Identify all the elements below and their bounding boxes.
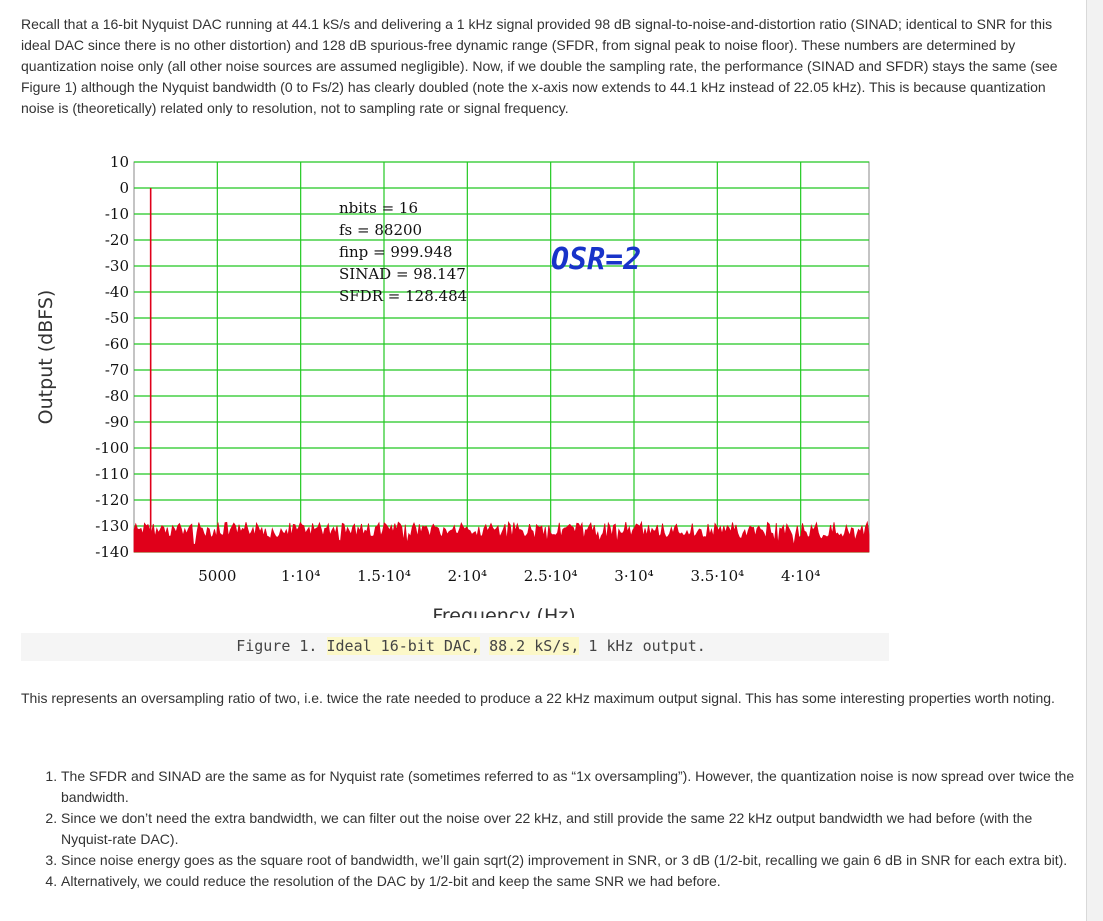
second-paragraph: This represents an oversampling ratio of… (21, 690, 1055, 706)
y-tick-label: -30 (105, 257, 129, 275)
x-tick-label: 1·10⁴ (281, 567, 320, 585)
x-tick-label: 1.5·10⁴ (357, 567, 411, 585)
x-tick-label: 3.5·10⁴ (690, 567, 744, 585)
list-item: The SFDR and SINAD are the same as for N… (61, 766, 1081, 808)
figure-1: 10 0 -10 -20 -30 -40 -50 -60 -70 -80 -90 -100 -110 -1… (21, 148, 889, 661)
y-tick-label: -80 (105, 387, 129, 405)
y-tick-label: -140 (95, 543, 129, 561)
plot-area (133, 161, 870, 553)
caption-suffix: 1 kHz output. (588, 637, 706, 655)
y-tick-label: -110 (95, 465, 129, 483)
y-tick-label: -60 (105, 335, 129, 353)
y-tick-label: 10 (110, 153, 129, 171)
y-axis-title: Output (dBFS) (35, 290, 57, 425)
x-tick-label: 2·10⁴ (448, 567, 487, 585)
osr-label: OSR=2 (551, 242, 641, 277)
y-tick-label: -120 (95, 491, 129, 509)
y-tick-labels: 10 0 -10 -20 -30 -40 -50 -60 -70 -80 -90 -100 -110 -1… (95, 153, 129, 561)
y-tick-label: -40 (105, 283, 129, 301)
annotation-finp: finp = 999.948 (339, 243, 452, 261)
y-tick-label: -70 (105, 361, 129, 379)
x-tick-label: 2.5·10⁴ (524, 567, 578, 585)
properties-list: The SFDR and SINAD are the same as for N… (21, 766, 1081, 892)
list-item: Since we don’t need the extra bandwidth,… (61, 808, 1081, 850)
annotation-sinad: SINAD = 98.147 (339, 265, 466, 283)
y-tick-label: -90 (105, 413, 129, 431)
spectrum-chart: 10 0 -10 -20 -30 -40 -50 -60 -70 -80 -90 -100 -110 -1… (35, 153, 870, 618)
noise-floor (133, 520, 870, 553)
y-tick-label: -10 (105, 205, 129, 223)
scrollbar-track[interactable] (1087, 0, 1103, 921)
list-item: Alternatively, we could reduce the resol… (61, 871, 1081, 892)
x-tick-label: 5000 (198, 567, 236, 585)
results-annotation: nbits = 16 fs = 88200 finp = 999.948 SIN… (339, 199, 467, 305)
annotation-sfdr: SFDR = 128.484 (339, 287, 467, 305)
figure-caption: Figure 1. Ideal 16-bit DAC, 88.2 kS/s, 1… (0, 636, 942, 656)
grid-lines (134, 161, 869, 553)
y-tick-label: -100 (95, 439, 129, 457)
intro-paragraph: Recall that a 16-bit Nyquist DAC running… (21, 16, 1058, 116)
caption-prefix: Figure 1. (236, 637, 318, 655)
spectrum-trace (133, 188, 870, 553)
y-tick-label: -130 (95, 517, 129, 535)
x-tick-label: 4·10⁴ (781, 567, 820, 585)
y-tick-label: -50 (105, 309, 129, 327)
y-tick-label: -20 (105, 231, 129, 249)
x-tick-label: 3·10⁴ (614, 567, 653, 585)
caption-highlight-dac: Ideal 16-bit DAC, (326, 637, 481, 655)
annotation-nbits: nbits = 16 (339, 199, 418, 217)
caption-highlight-rate: 88.2 kS/s, (489, 637, 580, 655)
list-item: Since noise energy goes as the square ro… (61, 850, 1081, 871)
y-tick-label: 0 (119, 179, 129, 197)
x-axis-title: Frequency (Hz) (432, 605, 575, 618)
annotation-fs: fs = 88200 (339, 221, 422, 239)
x-tick-labels: 5000 1·10⁴ 1.5·10⁴ 2·10⁴ 2.5·10⁴ 3·10⁴ 3.5·10⁴… (198, 567, 820, 585)
